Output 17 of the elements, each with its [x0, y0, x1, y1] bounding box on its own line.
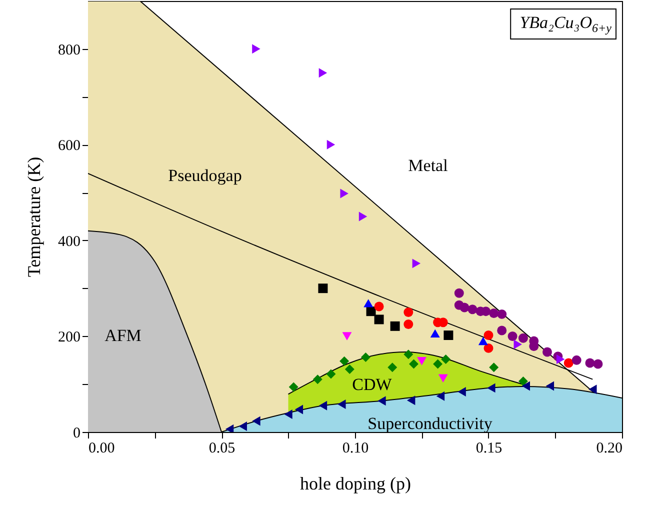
annotation: Superconductivity [368, 414, 493, 433]
y-tick-label: 200 [58, 330, 80, 346]
x-tick-label: 0.15 [476, 440, 502, 456]
annotation: AFM [104, 326, 142, 345]
x-tick-label: 0.05 [208, 440, 236, 456]
y-tick-label: 800 [58, 42, 80, 58]
annotation: Pseudogap [168, 166, 242, 185]
annotation: Metal [408, 156, 448, 175]
x-tick-label: 0.10 [342, 440, 369, 456]
y-tick-label: 600 [58, 138, 80, 154]
x-tick-label: 0.20 [596, 440, 622, 456]
x-tick-label: 0.00 [88, 440, 115, 456]
y-tick-label: 0 [73, 426, 80, 442]
y-tick-label: 400 [58, 234, 80, 250]
annotation: CDW [352, 375, 393, 394]
x-axis-title: hole doping (p) [300, 474, 411, 494]
y-axis-title: Temperature (K) [24, 156, 44, 278]
